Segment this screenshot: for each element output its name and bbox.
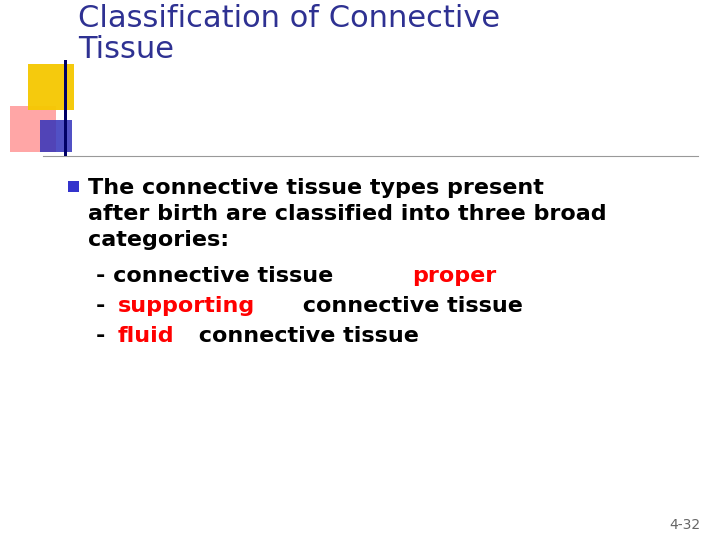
- Text: connective tissue: connective tissue: [295, 296, 523, 316]
- Text: -: -: [96, 326, 113, 346]
- Bar: [68, 181, 79, 192]
- Text: Tissue: Tissue: [78, 35, 174, 64]
- Text: fluid: fluid: [118, 326, 175, 346]
- Text: Classification of Connective: Classification of Connective: [78, 4, 500, 33]
- Text: -: -: [96, 296, 113, 316]
- Text: 4-32: 4-32: [669, 518, 700, 532]
- Text: categories:: categories:: [88, 230, 229, 250]
- Bar: [64, 60, 67, 156]
- Text: The connective tissue types present: The connective tissue types present: [88, 178, 544, 198]
- FancyBboxPatch shape: [10, 106, 56, 152]
- Text: after birth are classified into three broad: after birth are classified into three br…: [88, 204, 607, 224]
- Text: connective tissue: connective tissue: [192, 326, 419, 346]
- Text: supporting: supporting: [118, 296, 256, 316]
- Text: - connective tissue: - connective tissue: [96, 266, 341, 286]
- FancyBboxPatch shape: [40, 120, 72, 152]
- FancyBboxPatch shape: [28, 64, 74, 110]
- Text: proper: proper: [412, 266, 496, 286]
